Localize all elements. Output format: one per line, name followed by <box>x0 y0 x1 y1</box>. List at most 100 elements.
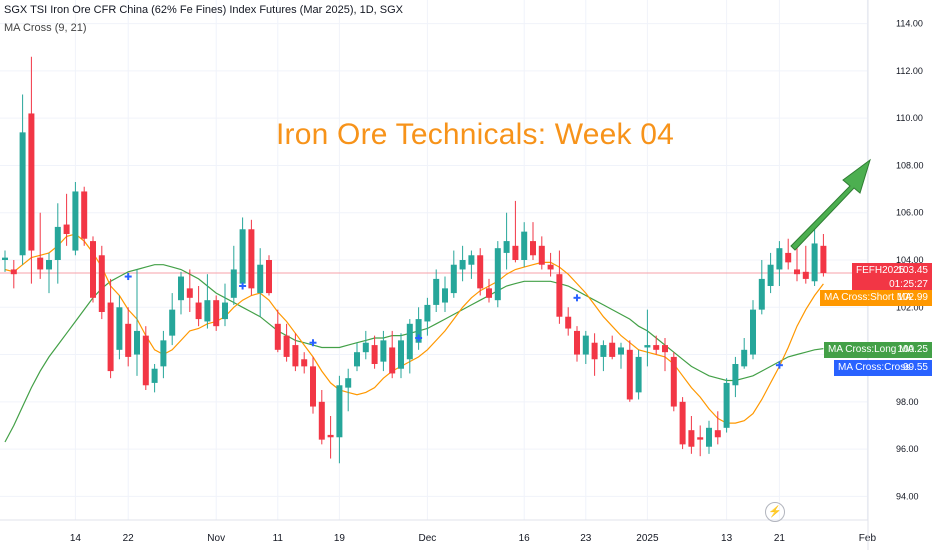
candle-down <box>591 342 598 360</box>
candle-down <box>310 366 316 407</box>
candle-up <box>618 347 624 355</box>
candle-up <box>459 260 466 270</box>
candle-up <box>46 260 52 270</box>
candle-up <box>494 248 501 301</box>
long-ma-path <box>4 264 824 443</box>
indicator-legend[interactable]: MA Cross (9, 21) <box>4 22 87 34</box>
candle-up <box>433 278 440 305</box>
candle-down <box>107 302 114 372</box>
candle-down <box>327 434 334 438</box>
candle-down <box>213 300 220 327</box>
candle-up <box>134 330 140 355</box>
candle-up <box>635 356 642 393</box>
ma-cross-markers <box>124 273 783 369</box>
candle-up <box>450 264 457 294</box>
candle-up <box>521 231 528 260</box>
candle-down <box>697 437 704 440</box>
green-arrow-annotation <box>790 158 871 251</box>
candle-up <box>160 340 167 367</box>
x-tick-label: 22 <box>123 533 135 544</box>
y-tick-label: 102.00 <box>896 302 924 312</box>
candle-up <box>468 255 475 265</box>
y-tick-label: 108.00 <box>896 160 924 170</box>
candle-up <box>750 309 756 355</box>
candle-down <box>301 359 308 367</box>
candle-down <box>186 288 193 298</box>
x-tick-label: Dec <box>419 533 437 544</box>
candle-down <box>714 430 721 438</box>
symbol-label: FEFH2025 <box>856 265 905 276</box>
candle-down <box>98 255 105 312</box>
x-tick-label: 14 <box>70 533 82 544</box>
grid <box>0 0 868 520</box>
candles <box>2 56 827 464</box>
y-tick-label: 98.00 <box>896 397 919 407</box>
short-ma-name: MA Cross:Short MA <box>824 292 912 303</box>
cross-tag: MA Cross:Cross 99.55 <box>834 360 932 376</box>
candle-up <box>503 241 510 253</box>
candle-up <box>54 226 61 260</box>
candle-up <box>336 385 343 438</box>
candle-up <box>345 378 352 388</box>
annotation-title: Iron Ore Technicals: Week 04 <box>276 118 675 151</box>
candle-down <box>574 330 580 355</box>
candle-up <box>151 368 158 383</box>
candle-up <box>204 300 211 322</box>
arrow-shape <box>790 158 871 251</box>
candle-up <box>600 345 607 357</box>
countdown-tag: 01:25:27 <box>852 277 932 293</box>
short-ma-tag: MA Cross:Short MA 102.99 <box>820 290 932 306</box>
candle-up <box>222 302 228 320</box>
candle-down <box>195 302 202 320</box>
x-tick-label: 16 <box>519 533 531 544</box>
candle-up <box>767 264 774 286</box>
x-tick-label: 23 <box>580 533 592 544</box>
candle-up <box>19 132 26 256</box>
candle-down <box>670 356 677 407</box>
y-tick-label: 94.00 <box>896 491 919 501</box>
candle-down <box>820 245 827 273</box>
candle-down <box>802 271 809 279</box>
candle-down <box>530 241 536 256</box>
candle-down <box>565 316 572 329</box>
candle-down <box>28 113 35 251</box>
candle-down <box>125 323 132 357</box>
candle-up <box>116 307 123 350</box>
candle-up <box>257 264 264 294</box>
candle-down <box>90 241 96 298</box>
lightning-icon[interactable]: ⚡ <box>765 502 785 522</box>
candle-up <box>442 288 448 303</box>
candle-up <box>732 364 739 386</box>
candle-down <box>274 323 281 350</box>
candle-down <box>248 229 255 289</box>
candle-down <box>477 255 484 289</box>
candle-up <box>380 340 387 362</box>
candle-down <box>688 430 695 447</box>
y-tick-label: 114.00 <box>896 19 923 29</box>
candle-up <box>723 382 730 428</box>
candle-up <box>424 304 431 322</box>
x-tick-label: 21 <box>774 533 786 544</box>
candle-down <box>142 335 149 386</box>
candle-down <box>679 401 686 445</box>
last-price-value: 103.45 <box>897 265 928 276</box>
y-tick-label: 96.00 <box>896 444 919 454</box>
candle-up <box>2 257 8 260</box>
candle-up <box>354 352 360 367</box>
candle-up <box>741 349 748 367</box>
short-ma-value: 102.99 <box>897 292 928 303</box>
symbol-title: SGX TSI Iron Ore CFR China (62% Fe Fines… <box>4 4 403 16</box>
y-tick-label: 112.00 <box>896 66 923 76</box>
candle-down <box>486 288 492 298</box>
last-price-tag: FEFH2025 103.45 <box>852 263 932 279</box>
candle-down <box>266 260 272 294</box>
candle-down <box>556 274 563 317</box>
candle-up <box>811 243 818 282</box>
y-tick-label: 104.00 <box>896 255 924 265</box>
cross-value: 99.55 <box>902 362 928 373</box>
candle-up <box>644 345 651 348</box>
candle-up <box>169 309 176 336</box>
